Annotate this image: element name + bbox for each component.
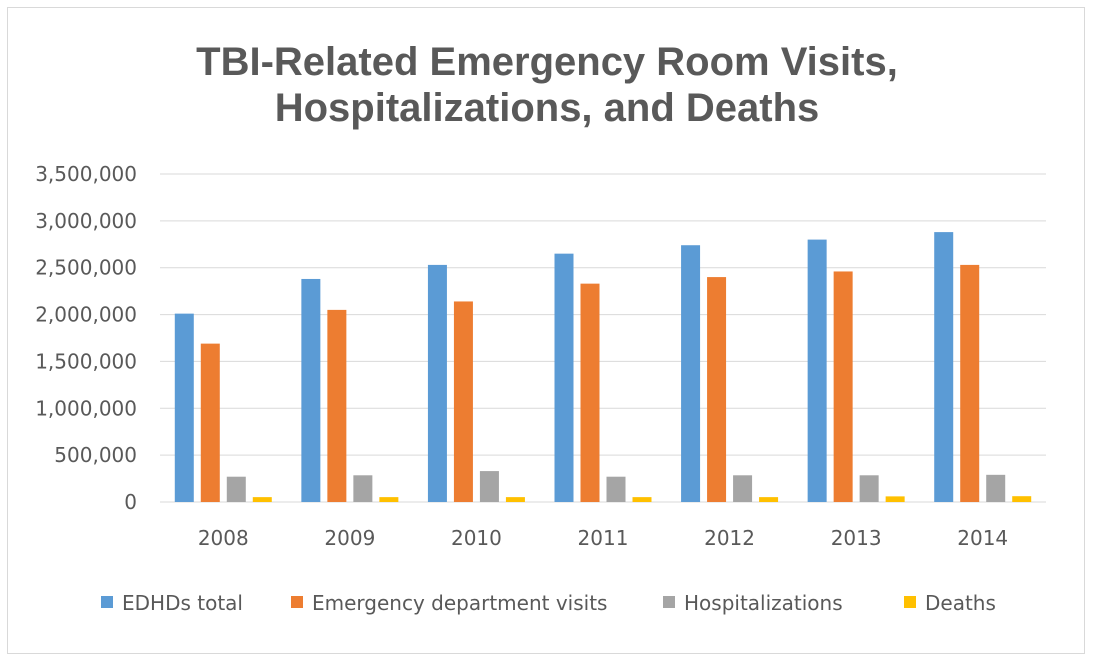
legend-swatch xyxy=(904,596,916,608)
legend-swatch xyxy=(291,596,303,608)
y-tick-label: 3,500,000 xyxy=(35,162,137,186)
bar-emergency-department-visits-2010 xyxy=(453,301,473,502)
bar-edhds-total-2008 xyxy=(174,313,194,502)
x-tick-label: 2014 xyxy=(957,526,1008,550)
x-tick-label: 2011 xyxy=(578,526,629,550)
bar-deaths-2012 xyxy=(759,497,779,502)
bar-emergency-department-visits-2014 xyxy=(960,264,980,502)
legend: EDHDs total Emergency department visits Ho… xyxy=(101,591,996,615)
y-tick-label: 1,000,000 xyxy=(35,396,137,420)
bars xyxy=(174,232,1032,503)
legend-item: Hospitalizations xyxy=(663,591,843,615)
x-tick-label: 2009 xyxy=(324,526,375,550)
bar-hospitalizations-2010 xyxy=(479,471,499,502)
legend-label: EDHDs total xyxy=(122,591,243,615)
bar-hospitalizations-2008 xyxy=(226,476,246,502)
y-tick-label: 2,500,000 xyxy=(35,256,137,280)
bar-edhds-total-2010 xyxy=(427,264,447,502)
legend-label: Emergency department visits xyxy=(312,591,607,615)
legend-label: Deaths xyxy=(925,591,996,615)
bar-emergency-department-visits-2013 xyxy=(833,271,853,502)
legend-swatch xyxy=(663,596,675,608)
bar-deaths-2010 xyxy=(505,497,525,502)
bar-hospitalizations-2011 xyxy=(606,476,626,502)
bar-deaths-2011 xyxy=(632,497,652,502)
legend-item: EDHDs total xyxy=(101,591,243,615)
y-axis-ticks: 0 500,000 1,000,000 1,500,000 2,000,000 2,500… xyxy=(35,162,137,514)
y-tick-label: 500,000 xyxy=(54,443,137,467)
y-tick-label: 2,000,000 xyxy=(35,303,137,327)
x-tick-label: 2013 xyxy=(831,526,882,550)
bar-emergency-department-visits-2008 xyxy=(200,343,220,502)
x-tick-label: 2012 xyxy=(704,526,755,550)
bar-emergency-department-visits-2009 xyxy=(327,309,347,502)
bar-hospitalizations-2009 xyxy=(353,475,373,502)
bar-deaths-2009 xyxy=(379,497,399,502)
bar-deaths-2013 xyxy=(885,496,905,502)
y-tick-label: 1,500,000 xyxy=(35,349,137,373)
x-axis-ticks: 2008 2009 2010 2011 2012 2013 2014 xyxy=(198,526,1008,550)
legend-swatch xyxy=(101,596,113,608)
chart-title-line-1: TBI-Related Emergency Room Visits, xyxy=(196,40,898,84)
legend-label: Hospitalizations xyxy=(684,591,843,615)
bar-hospitalizations-2012 xyxy=(733,475,753,502)
legend-item: Deaths xyxy=(904,591,996,615)
bar-edhds-total-2013 xyxy=(807,239,827,502)
bar-edhds-total-2014 xyxy=(934,232,954,503)
bar-edhds-total-2009 xyxy=(301,278,321,502)
bar-hospitalizations-2014 xyxy=(986,474,1006,502)
bar-emergency-department-visits-2011 xyxy=(580,283,600,502)
bar-deaths-2008 xyxy=(252,497,272,502)
bar-edhds-total-2012 xyxy=(681,245,701,503)
bar-deaths-2014 xyxy=(1012,496,1032,502)
bar-edhds-total-2011 xyxy=(554,253,574,502)
x-tick-label: 2008 xyxy=(198,526,249,550)
legend-item: Emergency department visits xyxy=(291,591,607,615)
y-tick-label: 3,000,000 xyxy=(35,209,137,233)
bar-emergency-department-visits-2012 xyxy=(707,277,727,502)
chart-title-line-2: Hospitalizations, and Deaths xyxy=(275,86,820,130)
gridlines xyxy=(160,173,1046,503)
x-tick-label: 2010 xyxy=(451,526,502,550)
bar-hospitalizations-2013 xyxy=(859,475,879,502)
y-tick-label: 0 xyxy=(124,490,137,514)
